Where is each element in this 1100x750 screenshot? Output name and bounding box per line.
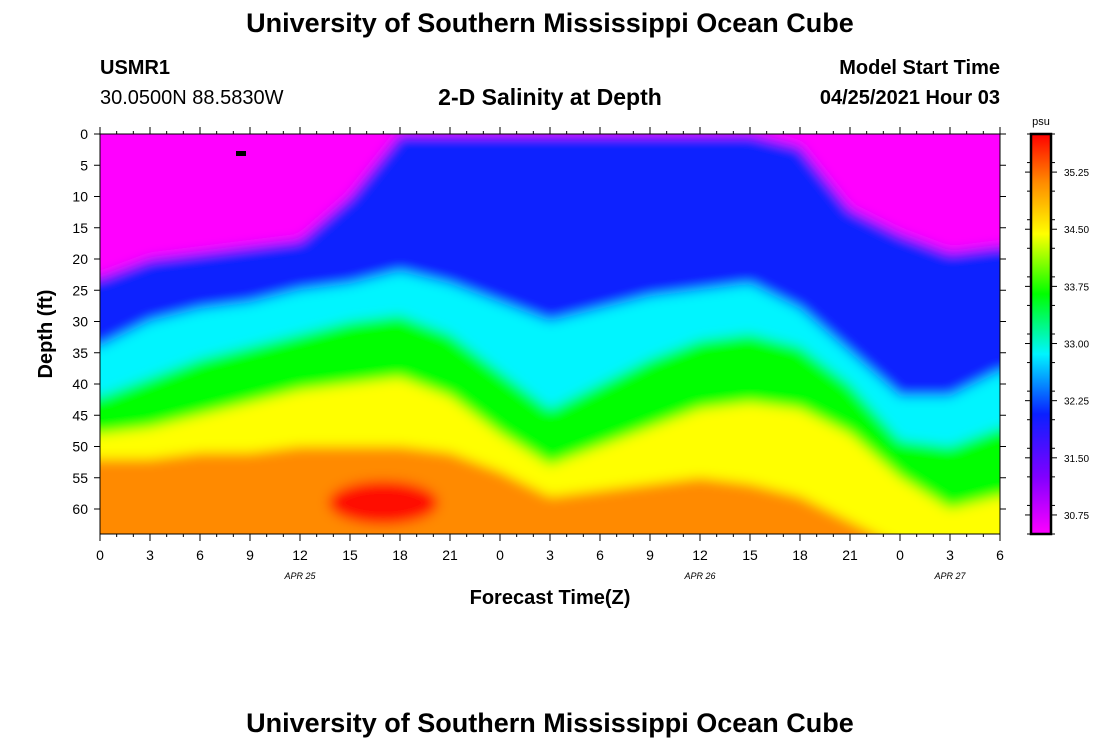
colorbar bbox=[1029, 132, 1053, 536]
x-tick-label: 21 bbox=[842, 547, 858, 563]
colorbar-tick-label: 30.75 bbox=[1064, 511, 1089, 522]
plot-title: 2-D Salinity at Depth bbox=[438, 84, 662, 110]
x-tick-label: 15 bbox=[342, 547, 358, 563]
x-tick-label: 15 bbox=[742, 547, 758, 563]
colorbar-ticks: 30.75 31.50 32.25 33.00 33.75 34.50 35.25 bbox=[1025, 133, 1089, 535]
x-tick-label: 6 bbox=[196, 547, 204, 563]
model-start-label: Model Start Time bbox=[839, 57, 1000, 79]
band-orange bbox=[100, 446, 875, 534]
model-start-value: 04/25/2021 Hour 03 bbox=[819, 87, 1000, 109]
x-tick-label: 3 bbox=[946, 547, 954, 563]
colorbar-tick-label: 35.25 bbox=[1064, 168, 1089, 179]
colorbar-tick-label: 33.75 bbox=[1064, 282, 1089, 293]
salinity-heatmap bbox=[100, 134, 1000, 534]
y-tick-label: 20 bbox=[72, 251, 88, 267]
x-tick-label: 12 bbox=[292, 547, 308, 563]
y-tick-label: 40 bbox=[72, 376, 88, 392]
x-tick-label: 6 bbox=[996, 547, 1004, 563]
station-id: USMR1 bbox=[100, 57, 171, 79]
y-tick-label: 0 bbox=[80, 126, 88, 142]
footer-title: University of Southern Mississippi Ocean… bbox=[246, 708, 854, 738]
x-tick-label: 9 bbox=[246, 547, 254, 563]
x-date-label: APR 27 bbox=[933, 571, 966, 581]
x-tick-label: 18 bbox=[792, 547, 808, 563]
station-marker bbox=[236, 151, 246, 156]
y-axis-label: Depth (ft) bbox=[35, 290, 57, 379]
colorbar-tick-label: 32.25 bbox=[1064, 397, 1089, 408]
colorbar-tick-label: 31.50 bbox=[1064, 454, 1089, 465]
colorbar-tick-label: 33.00 bbox=[1064, 340, 1089, 351]
y-tick-label: 55 bbox=[72, 470, 88, 486]
x-axis-label: Forecast Time(Z) bbox=[470, 587, 631, 609]
y-tick-label: 15 bbox=[72, 220, 88, 236]
x-tick-label: 6 bbox=[596, 547, 604, 563]
y-tick-label: 35 bbox=[72, 345, 88, 361]
y-tick-label: 30 bbox=[72, 314, 88, 330]
page-title: University of Southern Mississippi Ocean… bbox=[246, 8, 854, 38]
x-tick-label: 12 bbox=[692, 547, 708, 563]
x-tick-label: 3 bbox=[546, 547, 554, 563]
y-tick-label: 60 bbox=[72, 501, 88, 517]
colorbar-tick-label: 34.50 bbox=[1064, 225, 1089, 236]
y-tick-label: 25 bbox=[72, 282, 88, 298]
x-tick-label: 0 bbox=[496, 547, 504, 563]
station-coordinates: 30.0500N 88.5830W bbox=[100, 87, 284, 109]
y-tick-label: 10 bbox=[72, 189, 88, 205]
salinity-core-red bbox=[328, 480, 439, 525]
x-tick-label: 9 bbox=[646, 547, 654, 563]
y-tick-label: 5 bbox=[80, 157, 88, 173]
y-tick-label: 45 bbox=[72, 407, 88, 423]
x-tick-label: 18 bbox=[392, 547, 408, 563]
y-tick-label: 50 bbox=[72, 439, 88, 455]
colorbar-unit: psu bbox=[1032, 116, 1050, 128]
x-tick-label: 0 bbox=[896, 547, 904, 563]
x-date-label: APR 26 bbox=[683, 571, 715, 581]
x-tick-label: 3 bbox=[146, 547, 154, 563]
x-tick-label: 0 bbox=[96, 547, 104, 563]
x-date-label: APR 25 bbox=[283, 571, 316, 581]
x-tick-label: 21 bbox=[442, 547, 458, 563]
